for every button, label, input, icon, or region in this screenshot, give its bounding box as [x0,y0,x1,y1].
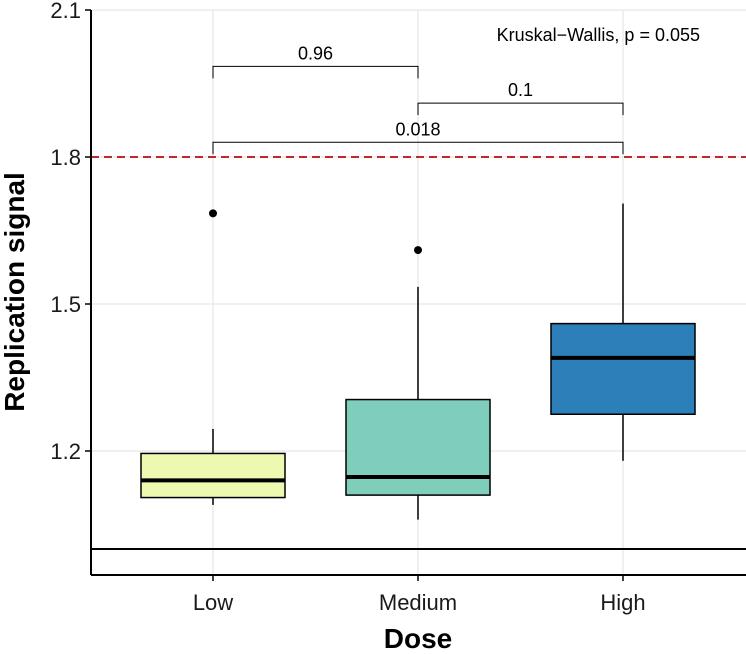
box-body-low [140,452,286,499]
x-tick-label-medium: Medium [379,590,457,615]
bracket-label-0: 0.96 [298,43,333,63]
y-tick-label-2.1: 2.1 [50,0,81,23]
box-body-high [550,322,696,416]
y-tick-label-1.5: 1.5 [50,292,81,317]
boxes [140,203,696,520]
significance-brackets: 0.96 0.1 0.018 [212,43,624,155]
y-axis-title: Replication signal [0,172,30,412]
bracket-low-high: 0.018 [212,119,624,155]
axes [85,9,746,581]
box-medium [345,246,491,520]
bracket-line-1 [417,102,624,116]
bracket-line-2 [212,141,624,155]
box-low [140,209,286,505]
y-tick-label-1.8: 1.8 [50,145,81,170]
x-axis-title: Dose [384,623,452,654]
box-high [550,203,696,461]
outlier-point-low-0 [209,209,217,218]
tick-labels: 1.2 1.5 1.8 2.1 Low Medium High [50,0,645,615]
kruskal-wallis-annotation: Kruskal−Wallis, p = 0.055 [497,25,700,45]
bracket-label-2: 0.018 [395,119,440,139]
bracket-medium-high: 0.1 [417,80,624,116]
x-tick-label-high: High [600,590,645,615]
bracket-label-1: 0.1 [508,80,533,100]
reference-lines [91,156,746,550]
bracket-line-0 [212,65,419,79]
outlier-point-medium-0 [414,246,422,255]
bracket-low-medium: 0.96 [212,43,419,79]
x-tick-label-low: Low [193,590,233,615]
box-body-medium [345,398,491,496]
y-tick-label-1.2: 1.2 [50,439,81,464]
